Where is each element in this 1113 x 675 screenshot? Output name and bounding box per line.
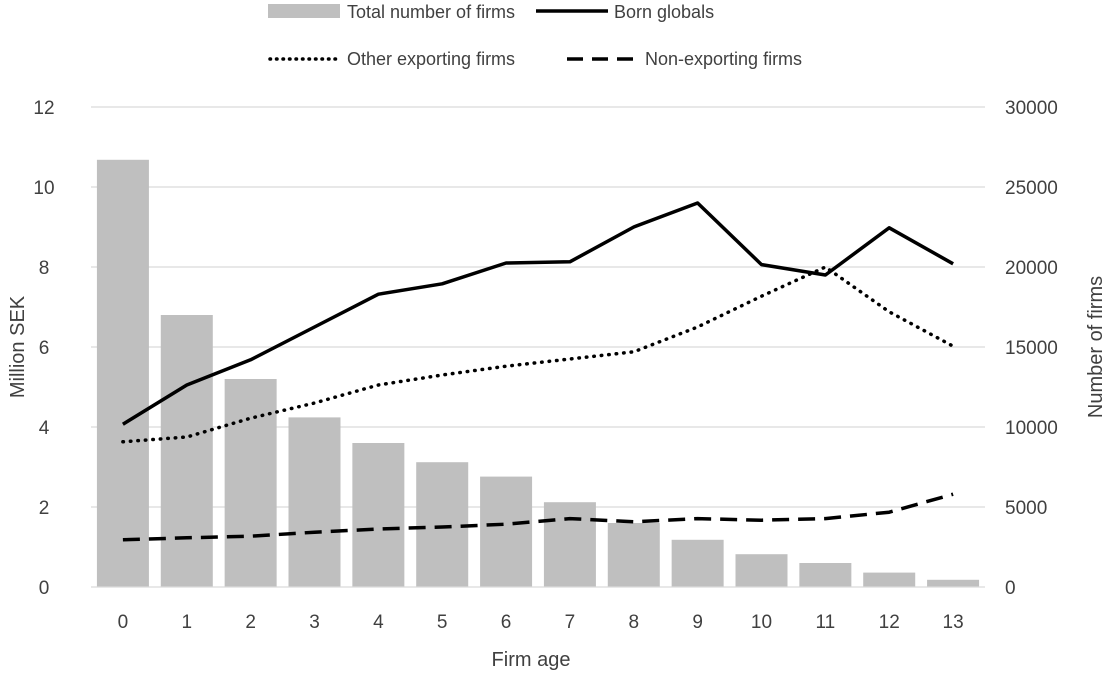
x-tick-label: 1 (181, 612, 192, 633)
y-left-tick-label: 12 (33, 98, 54, 119)
y-axis-right-title: Number of firms (1085, 276, 1107, 418)
bar-firm-age-10 (735, 554, 788, 587)
legend: Total number of firms Born globals Other… (268, 2, 802, 69)
y-right-tick-label: 10000 (1005, 418, 1058, 439)
bar-firm-age-12 (863, 572, 916, 587)
legend-label-non-exporting-firms: Non-exporting firms (645, 49, 802, 69)
y-right-tick-label: 15000 (1005, 338, 1058, 359)
bar-firm-age-3 (288, 417, 341, 587)
line-non-exporting-firms (122, 492, 954, 542)
x-tick-label: 6 (501, 612, 512, 633)
legend-label-born-globals: Born globals (614, 2, 714, 22)
x-tick-label: 10 (751, 612, 772, 633)
bar-firm-age-2 (224, 379, 277, 587)
bar-firm-age-13 (927, 579, 980, 587)
x-tick-label: 7 (565, 612, 576, 633)
x-tick-label: 2 (245, 612, 256, 633)
x-tick-label: 9 (692, 612, 703, 633)
bar-series-total-number-of-firms (96, 159, 980, 588)
y-right-tick-label: 5000 (1005, 498, 1047, 519)
y-right-tick-label: 25000 (1005, 178, 1058, 199)
y-right-tick-label: 0 (1005, 578, 1016, 599)
legend-swatch-total-number-of-firms (268, 4, 340, 18)
bar-firm-age-11 (799, 563, 852, 587)
y-right-tick-label: 30000 (1005, 98, 1058, 119)
y-left-tick-label: 6 (39, 338, 50, 359)
y-left-tick-label: 8 (39, 258, 50, 279)
x-tick-label: 13 (943, 612, 964, 633)
line-series-group (121, 201, 955, 542)
x-tick-label: 5 (437, 612, 448, 633)
x-tick-label: 0 (118, 612, 129, 633)
bar-firm-age-9 (671, 539, 724, 587)
x-tick-label: 11 (815, 612, 835, 633)
y-left-tick-label: 2 (39, 498, 50, 519)
x-tick-label: 12 (879, 612, 900, 633)
x-tick-label: 8 (628, 612, 639, 633)
y-left-tick-label: 0 (39, 578, 50, 599)
x-tick-label: 3 (309, 612, 320, 633)
bar-firm-age-0 (96, 159, 149, 588)
legend-label-other-exporting-firms: Other exporting firms (347, 49, 515, 69)
bar-firm-age-1 (160, 315, 213, 587)
y-axis-left-title: Million SEK (7, 295, 29, 398)
line-born-globals (121, 201, 954, 426)
legend-label-total-number-of-firms: Total number of firms (347, 2, 515, 22)
line-other-exporting-firms (121, 265, 955, 444)
bar-firm-age-8 (607, 523, 660, 587)
bar-firm-age-4 (352, 443, 405, 587)
y-left-tick-label: 10 (33, 178, 54, 199)
y-right-tick-label: 20000 (1005, 258, 1058, 279)
x-tick-label: 4 (373, 612, 384, 633)
y-left-tick-label: 4 (39, 418, 50, 439)
x-axis-title: Firm age (492, 649, 571, 671)
bar-firm-age-7 (543, 502, 596, 587)
bar-firm-age-6 (480, 476, 533, 587)
bar-firm-age-5 (416, 462, 469, 587)
